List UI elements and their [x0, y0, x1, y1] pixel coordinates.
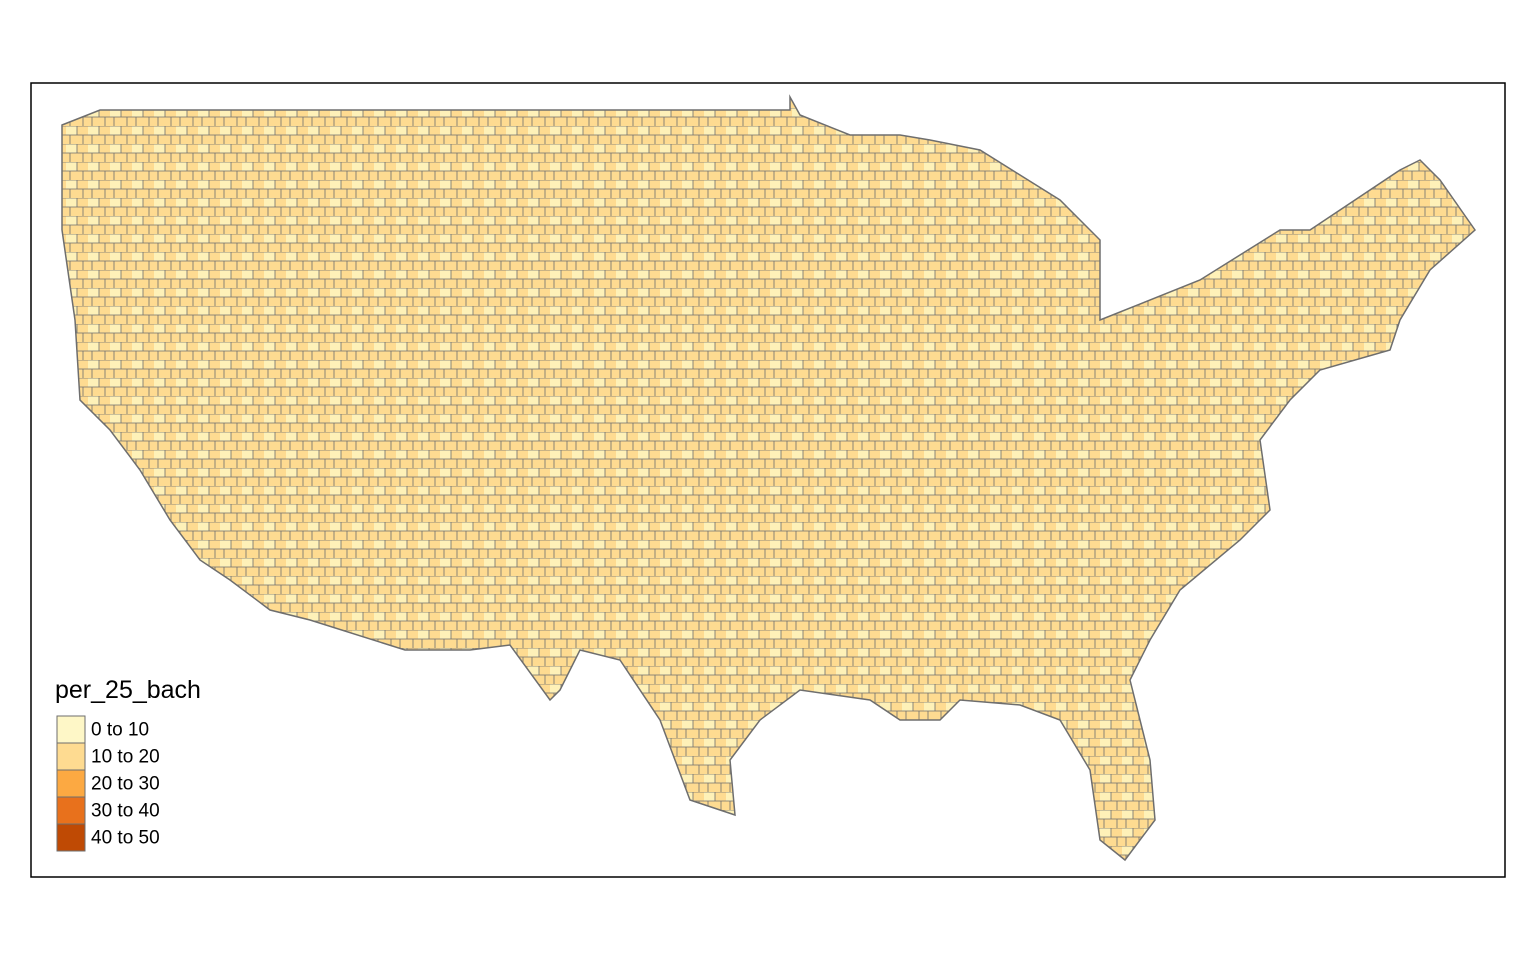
legend-title: per_25_bach — [55, 676, 201, 704]
legend-label: 0 to 10 — [91, 720, 149, 741]
legend-swatch — [56, 769, 86, 798]
legend-swatch — [56, 715, 86, 744]
legend-label: 30 to 40 — [91, 801, 160, 822]
legend-swatch — [56, 742, 86, 771]
legend-label: 10 to 20 — [91, 747, 160, 768]
legend-label: 40 to 50 — [91, 828, 160, 849]
legend: 0 to 10 10 to 20 20 to 30 30 to 40 40 to 50 — [56, 715, 160, 852]
legend-swatch — [56, 796, 86, 825]
legend-swatch — [56, 823, 86, 852]
legend-label: 20 to 30 — [91, 774, 160, 795]
